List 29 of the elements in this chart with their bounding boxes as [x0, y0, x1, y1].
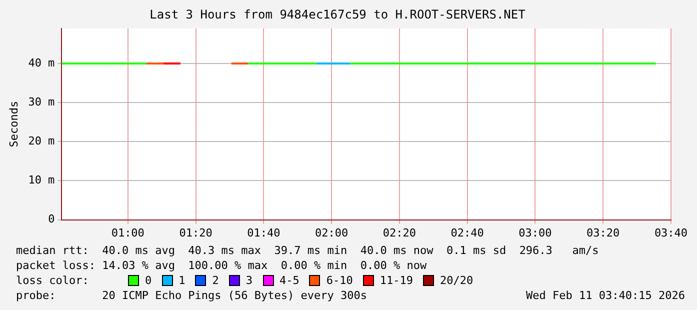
x-tick-label: 01:40 [247, 226, 280, 240]
legend-label: 11-19 [380, 273, 413, 288]
x-tick-label: 02:40 [450, 226, 484, 240]
x-tick-label: 02:00 [314, 226, 348, 240]
y-tick-label: 0 [48, 212, 55, 226]
y-tick-label: 20 m [28, 134, 56, 148]
text: median rtt: 40.0 ms avg 40.3 ms max 39.7 ms min 40.0 ms now 0.1 ms sd 296.3 am/s [16, 243, 600, 258]
x-tick-label: 02:20 [382, 226, 416, 240]
text: packet loss: 14.03 % avg 100.00 % max 0.00 % min 0.00 % now [16, 258, 428, 273]
y-tick-label: 40 m [28, 56, 56, 70]
x-tick-label: 01:00 [111, 226, 144, 240]
legend-label: 20/20 [440, 273, 474, 288]
legend-label: 4-5 [280, 273, 300, 288]
x-tick-label: 03:20 [586, 226, 620, 240]
legend-label: 2 [212, 273, 219, 288]
x-tick-label: 03:40 [654, 226, 688, 240]
text: Wed Feb 11 03:40:15 2026 [526, 288, 685, 303]
x-tick-label: 03:00 [518, 226, 552, 240]
legend-label: 1 [178, 273, 186, 288]
legend-label: 3 [246, 273, 252, 288]
legend-label: 0 [145, 273, 152, 288]
y-axis-title: Seconds [7, 100, 20, 148]
text: probe: 20 ICMP Echo Pings (56 Bytes) every 300s [16, 288, 367, 303]
y-tick-label: 10 m [28, 174, 56, 187]
chart-title: Last 3 Hours from 9484ec167c59 to H.ROOT-SERVERS.NET [150, 7, 526, 22]
legend-title: loss color: [16, 273, 90, 288]
legend-label: 6-10 [326, 273, 353, 288]
y-tick-label: 30 m [28, 95, 56, 108]
x-tick-label: 01:20 [179, 226, 212, 240]
